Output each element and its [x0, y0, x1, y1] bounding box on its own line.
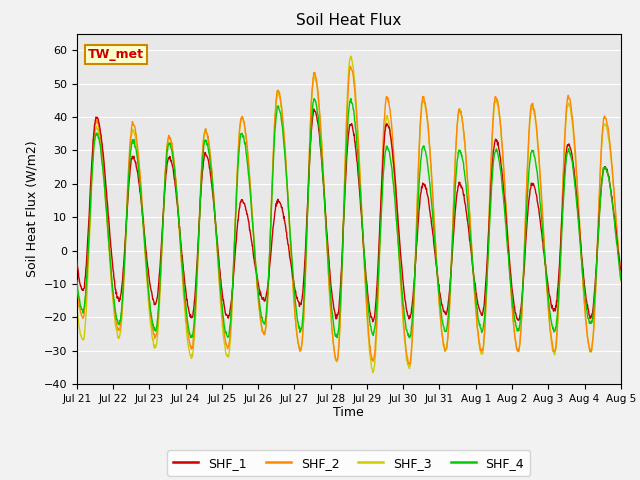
SHF_1: [255, 282, 262, 288]
Line: SHF_4: SHF_4: [77, 98, 621, 338]
SHF_3: [369, 370, 377, 375]
SHF_1: [617, 266, 625, 272]
SHF_1: [310, 106, 317, 112]
SHF_4: [505, 262, 513, 268]
SHF_4: [194, 253, 202, 259]
X-axis label: Time: Time: [333, 407, 364, 420]
SHF_4: [406, 335, 413, 341]
SHF_4: [617, 277, 625, 283]
SHF_2: [180, 296, 188, 302]
SHF_2: [553, 331, 561, 337]
Line: SHF_3: SHF_3: [77, 56, 621, 372]
SHF_4: [180, 291, 188, 297]
SHF_3: [180, 304, 188, 310]
SHF_2: [346, 63, 354, 69]
SHF_1: [194, 248, 202, 253]
SHF_3: [348, 53, 355, 59]
SHF_1: [180, 277, 188, 283]
SHF_2: [255, 301, 262, 307]
SHF_2: [405, 361, 413, 367]
SHF_1: [434, 275, 442, 281]
SHF_2: [194, 254, 202, 260]
SHF_4: [255, 294, 262, 300]
SHF_2: [505, 253, 513, 259]
SHF_1: [505, 252, 513, 258]
SHF_4: [553, 316, 561, 322]
Title: Soil Heat Flux: Soil Heat Flux: [296, 13, 401, 28]
SHF_4: [434, 278, 442, 284]
Legend: SHF_1, SHF_2, SHF_3, SHF_4: SHF_1, SHF_2, SHF_3, SHF_4: [167, 450, 531, 476]
SHF_4: [73, 278, 81, 284]
SHF_3: [255, 299, 262, 305]
Line: SHF_1: SHF_1: [77, 109, 621, 322]
SHF_3: [553, 334, 561, 340]
SHF_1: [369, 319, 377, 324]
SHF_2: [434, 278, 442, 284]
SHF_1: [73, 257, 81, 263]
SHF_3: [73, 303, 81, 309]
SHF_3: [434, 279, 442, 285]
SHF_3: [617, 273, 625, 279]
Y-axis label: Soil Heat Flux (W/m2): Soil Heat Flux (W/m2): [25, 141, 38, 277]
SHF_2: [617, 277, 625, 283]
SHF_3: [505, 255, 513, 261]
Text: TW_met: TW_met: [88, 48, 144, 61]
SHF_4: [347, 96, 355, 101]
SHF_2: [73, 282, 81, 288]
SHF_3: [194, 262, 202, 268]
Line: SHF_2: SHF_2: [77, 66, 621, 364]
SHF_1: [553, 299, 561, 304]
